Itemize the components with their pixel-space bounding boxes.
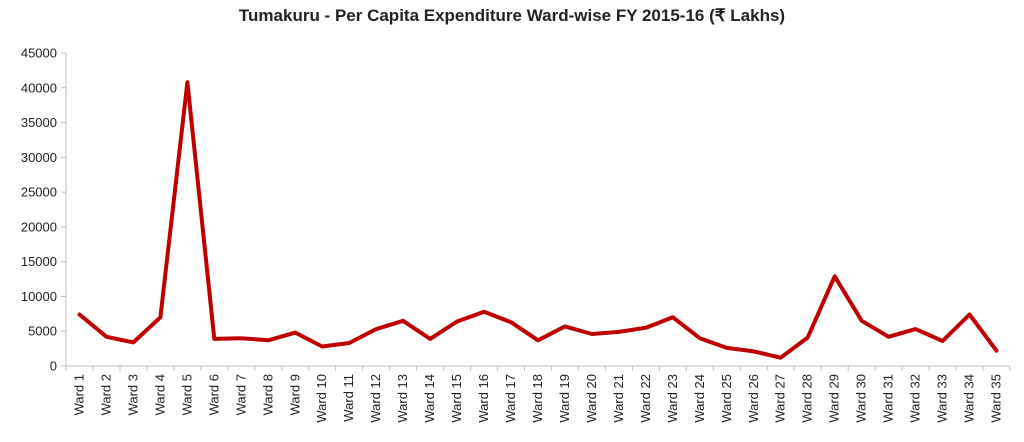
x-tick-label: Ward 33 (935, 374, 950, 423)
x-tick-label: Ward 27 (773, 374, 788, 423)
x-tick-label: Ward 3 (125, 374, 140, 415)
x-tick-label: Ward 8 (260, 374, 275, 415)
x-tick-label: Ward 32 (908, 374, 923, 423)
x-tick-label: Ward 5 (179, 374, 194, 415)
x-tick-label: Ward 19 (557, 374, 572, 423)
chart-title: Tumakuru - Per Capita Expenditure Ward-w… (238, 6, 786, 25)
x-tick-label: Ward 14 (422, 374, 437, 423)
y-tick-label: 30000 (21, 150, 57, 165)
x-tick-label: Ward 12 (368, 374, 383, 423)
y-tick-label: 5000 (28, 324, 57, 339)
x-tick-label: Ward 20 (584, 374, 599, 423)
x-tick-label: Ward 28 (800, 374, 815, 423)
y-tick-label: 45000 (21, 46, 57, 61)
series-line (77, 80, 999, 360)
x-tick-label: Ward 22 (638, 374, 653, 423)
y-tick-label: 35000 (21, 115, 57, 130)
y-tick-label: 40000 (21, 80, 57, 95)
y-tick-label: 15000 (21, 254, 57, 269)
x-tick-label: Ward 7 (233, 374, 248, 415)
y-tick-label: 10000 (21, 289, 57, 304)
x-tick-label: Ward 15 (449, 374, 464, 423)
x-tick-label: Ward 23 (665, 374, 680, 423)
x-tick-label: Ward 9 (287, 374, 302, 415)
x-tick-label: Ward 11 (341, 374, 356, 422)
y-tick-label: 25000 (21, 185, 57, 200)
x-tick-label: Ward 6 (206, 374, 221, 415)
x-tick-label: Ward 29 (827, 374, 842, 423)
x-tick-label: Ward 30 (854, 374, 869, 423)
x-tick-label: Ward 35 (989, 374, 1004, 423)
x-tick-label: Ward 31 (881, 374, 896, 423)
x-tick-label: Ward 24 (692, 374, 707, 423)
x-tick-label: Ward 4 (152, 374, 167, 415)
y-tick-label: 0 (50, 359, 57, 374)
x-tick-label: Ward 2 (98, 374, 113, 415)
x-tick-label: Ward 34 (962, 374, 977, 423)
x-tick-label: Ward 17 (503, 374, 518, 423)
x-tick-label: Ward 1 (71, 374, 86, 415)
x-tick-label: Ward 26 (746, 374, 761, 423)
x-tick-label: Ward 10 (314, 374, 329, 423)
y-tick-label: 20000 (21, 219, 57, 234)
x-tick-label: Ward 18 (530, 374, 545, 423)
x-tick-label: Ward 16 (476, 374, 491, 423)
x-tick-label: Ward 21 (611, 374, 626, 423)
x-tick-label: Ward 25 (719, 374, 734, 423)
x-tick-label: Ward 13 (395, 374, 410, 423)
